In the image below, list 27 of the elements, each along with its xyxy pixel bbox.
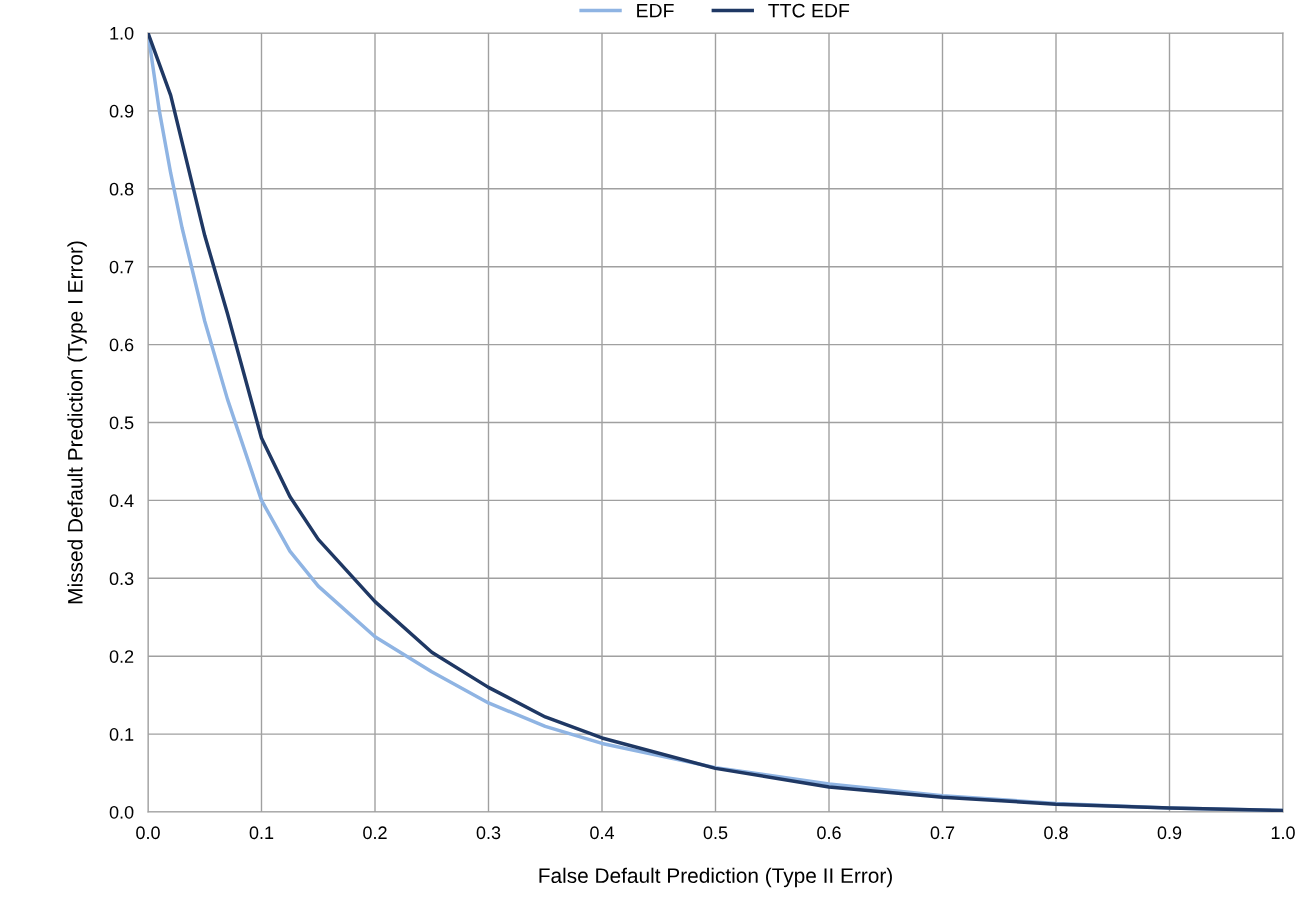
y-tick-label: 0.0 [109,805,134,819]
y-tick-label: 0.7 [109,260,134,274]
x-tick-label: 0.5 [703,826,728,840]
x-tick-label: 0.4 [590,826,615,840]
x-tick-label: 0.6 [817,826,841,840]
y-tick-label: 0.2 [109,650,134,663]
x-tick-label: 0.2 [363,826,387,840]
y-tick-label: 0.5 [109,416,134,430]
x-axis-title: False Default Prediction (Type II Error) [539,867,892,888]
y-tick-label: 0.6 [109,338,134,352]
y-tick-label: 0.9 [109,104,134,118]
x-tick-label: 0.1 [249,826,274,840]
x-tick-label: 0.0 [136,826,160,840]
y-axis-title: Missed Default Prediction (Type I Error) [67,241,87,604]
x-tick-label: 0.8 [1044,826,1068,840]
legend-label: TTC EDF [768,3,850,18]
y-tick-label: 0.4 [109,494,134,508]
x-tick-label: 0.9 [1157,826,1182,840]
y-tick-label: 1.0 [110,26,134,40]
legend-label: EDF [637,3,674,18]
line-series [148,33,1283,812]
x-tick-label: 0.7 [930,826,955,840]
x-tick-label: 1.0 [1271,826,1295,840]
x-tick-label: 0.3 [476,826,501,840]
y-tick-label: 0.3 [109,572,134,586]
y-tick-label: 0.8 [109,182,134,196]
y-tick-label: 0.1 [109,728,134,741]
